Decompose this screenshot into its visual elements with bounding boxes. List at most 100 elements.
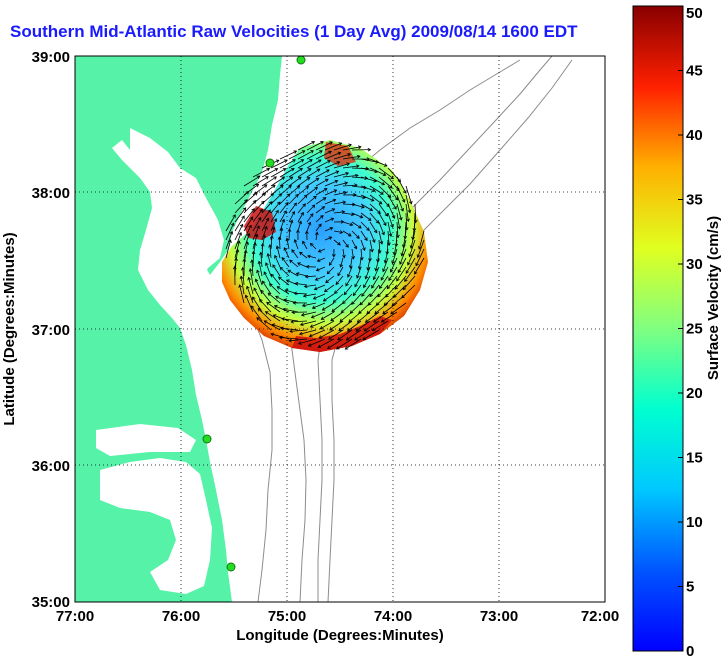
colorbar-tick-label: 30	[686, 256, 703, 273]
vector-arrowhead	[278, 335, 283, 340]
velocity-vector	[333, 230, 343, 233]
vector-arrowhead	[403, 190, 407, 194]
vector-arrowhead	[291, 210, 295, 215]
vector-arrowhead	[405, 270, 409, 274]
vector-arrowhead	[291, 249, 295, 253]
velocity-vector	[369, 185, 384, 195]
vector-arrowhead	[352, 292, 357, 297]
map-plot-area	[75, 56, 605, 602]
vector-arrowhead	[241, 215, 245, 220]
vector-arrowhead	[329, 327, 333, 331]
velocity-vector	[328, 329, 344, 340]
y-tick-label: 36:00	[32, 458, 70, 475]
vector-arrowhead	[415, 262, 419, 267]
velocity-vector	[314, 284, 326, 290]
velocity-vector	[365, 311, 380, 323]
velocity-vector	[306, 204, 315, 214]
velocity-vector	[294, 292, 308, 295]
vector-arrowhead	[252, 296, 256, 301]
vector-arrowhead	[345, 282, 349, 287]
vector-arrowhead	[303, 194, 308, 199]
velocity-vector	[288, 194, 299, 205]
vector-arrowhead	[412, 228, 417, 232]
high-velocity-south	[292, 316, 392, 352]
vector-arrowhead	[416, 254, 421, 259]
vector-arrowhead	[265, 176, 269, 180]
grid-lines	[75, 56, 605, 602]
vector-arrowhead	[305, 186, 309, 190]
velocity-vector	[234, 199, 248, 214]
velocity-vector	[270, 168, 286, 178]
velocity-vector	[287, 269, 299, 277]
velocity-vector	[234, 224, 244, 241]
vector-arrowhead	[262, 234, 267, 239]
vector-arrowhead	[260, 200, 265, 205]
velocity-vector	[295, 283, 308, 286]
vector-arrowhead	[374, 267, 378, 272]
x-tick-label: 74:00	[374, 608, 412, 625]
vector-arrowhead	[328, 336, 332, 340]
velocity-vector	[294, 239, 299, 250]
velocity-vector	[401, 239, 407, 256]
colorbar-tick-label: 20	[686, 385, 703, 402]
vector-arrowhead	[344, 346, 349, 350]
vector-arrowhead	[331, 253, 336, 258]
velocity-vector	[320, 320, 335, 330]
vector-arrowhead	[263, 271, 267, 276]
vector-arrowhead	[378, 200, 383, 205]
velocity-vector	[340, 257, 344, 268]
velocity-vector	[267, 292, 281, 304]
vector-arrowhead	[372, 319, 377, 323]
velocity-vector	[281, 257, 290, 268]
velocity-vector	[403, 230, 407, 248]
velocity-vector	[333, 172, 349, 178]
velocity-vector	[267, 253, 272, 268]
velocity-vector	[252, 201, 265, 214]
vector-arrowhead	[263, 320, 268, 324]
vector-arrowhead	[268, 244, 272, 248]
vector-arrowhead	[254, 278, 259, 283]
velocity-vector	[373, 266, 380, 280]
velocity-vector	[360, 203, 373, 211]
vector-arrowhead	[337, 151, 342, 156]
velocity-vector	[310, 243, 317, 250]
velocity-vector	[327, 266, 335, 274]
chesapeake-bay	[130, 128, 224, 312]
velocity-vector	[278, 276, 290, 286]
velocity-vector	[405, 257, 416, 274]
vector-arrowhead	[390, 310, 394, 315]
velocity-vector	[298, 338, 317, 345]
albemarle-sound	[96, 424, 196, 456]
velocity-vector	[256, 317, 272, 331]
vector-arrowhead	[263, 184, 268, 188]
vector-arrowhead	[301, 150, 306, 154]
vector-arrowhead	[279, 227, 284, 232]
velocity-vector	[358, 302, 371, 314]
velocity-vector	[373, 311, 389, 323]
velocity-vector	[288, 202, 297, 214]
vector-arrowhead	[390, 224, 394, 229]
velocity-vector	[315, 141, 333, 151]
vector-arrowhead	[358, 225, 362, 229]
velocity-vector	[291, 249, 299, 259]
vector-arrowhead	[389, 268, 394, 273]
vector-arrowhead	[289, 219, 294, 224]
station-marker	[265, 158, 275, 168]
vector-arrowhead	[372, 188, 376, 192]
vector-arrowhead	[309, 242, 314, 247]
velocity-vector	[396, 194, 404, 212]
vector-arrowhead	[274, 254, 278, 259]
vector-arrowhead	[311, 305, 316, 310]
vector-arrowhead	[409, 200, 413, 205]
velocity-vector	[261, 243, 264, 259]
velocity-vector	[279, 150, 297, 160]
vector-arrowhead	[283, 210, 287, 214]
vector-arrowhead	[363, 284, 367, 289]
velocity-vector	[282, 308, 299, 313]
velocity-vector	[270, 193, 282, 205]
velocity-vector	[324, 218, 334, 223]
vector-arrowhead	[283, 247, 288, 251]
velocity-vector	[248, 277, 254, 295]
velocity-vector	[336, 338, 353, 350]
